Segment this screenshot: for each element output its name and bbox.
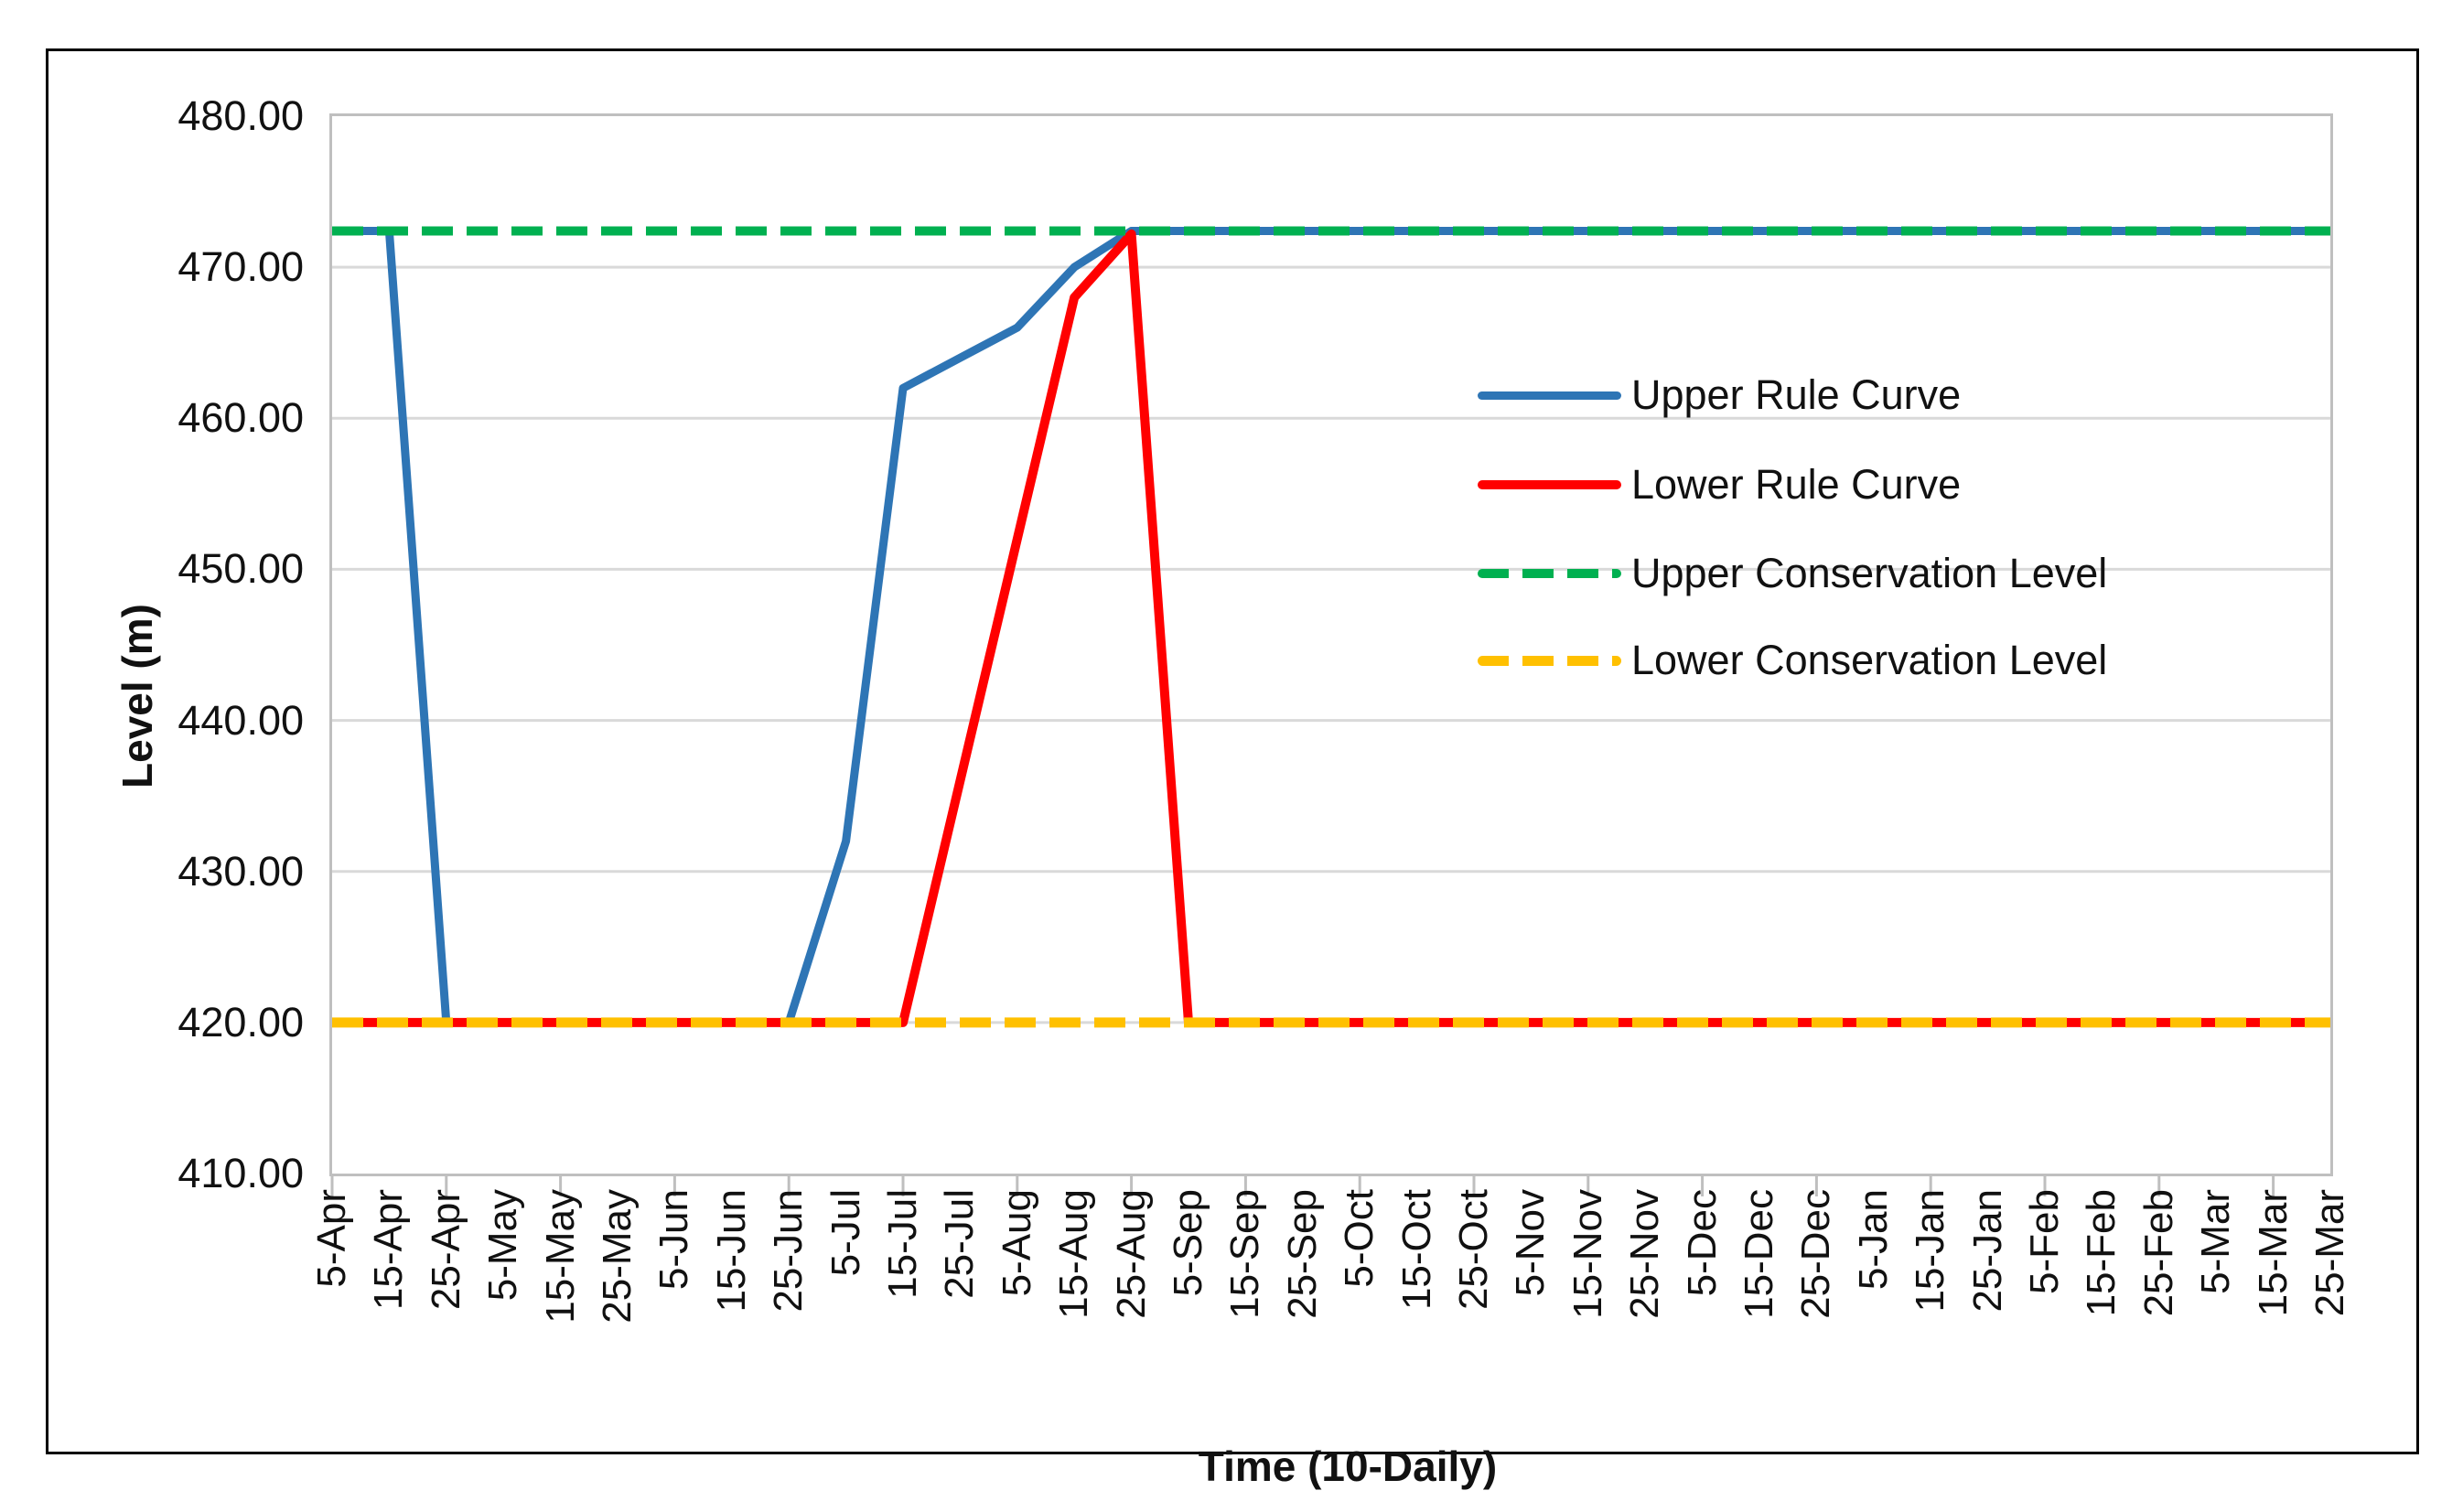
legend-item: Upper Rule Curve xyxy=(1478,371,1962,418)
legend-item: Upper Conservation Level xyxy=(1478,550,2108,596)
x-tick-label: 5-Apr xyxy=(309,1189,354,1288)
x-tick-label: 15-Sep xyxy=(1222,1189,1268,1319)
x-axis-title: Time (10-Daily) xyxy=(1198,1442,1498,1490)
x-tick-label: 25-Dec xyxy=(1793,1189,1839,1319)
legend-label: Upper Rule Curve xyxy=(1631,371,1962,418)
y-tick-label: 420.00 xyxy=(177,998,304,1046)
x-tick-label: 15-Apr xyxy=(366,1189,412,1311)
x-tick-label: 15-Nov xyxy=(1565,1189,1610,1319)
series-line-upper-rule-curve xyxy=(332,227,2330,1027)
x-tick-label: 15-Mar xyxy=(2250,1189,2296,1317)
x-tick-label: 5-Mar xyxy=(2193,1189,2239,1294)
y-tick-label: 440.00 xyxy=(177,696,304,744)
x-tick-label: 15-Dec xyxy=(1737,1189,1781,1319)
x-tick-label: 5-Oct xyxy=(1337,1189,1382,1288)
legend-label: Lower Conservation Level xyxy=(1631,637,2108,683)
x-tick-label: 25-May xyxy=(595,1189,640,1324)
x-tick-label: 25-Jan xyxy=(1964,1189,2010,1313)
x-tick-label: 15-Feb xyxy=(2079,1189,2124,1317)
x-tick-label: 25-Feb xyxy=(2135,1189,2181,1317)
legend-line-sample xyxy=(1478,480,1621,489)
y-tick-label: 450.00 xyxy=(177,545,304,593)
x-tick-label: 25-Nov xyxy=(1622,1189,1668,1319)
x-tick-label: 25-Sep xyxy=(1279,1189,1325,1319)
x-tick-label: 5-Feb xyxy=(2022,1189,2067,1294)
y-tick-label: 460.00 xyxy=(177,394,304,442)
x-tick-label: 25-Jun xyxy=(766,1189,812,1313)
y-tick-label: 410.00 xyxy=(177,1150,304,1196)
x-tick-label: 5-Aug xyxy=(994,1189,1039,1297)
y-tick-label: 430.00 xyxy=(177,847,304,895)
chart-canvas xyxy=(330,226,2330,1196)
x-tick-label: 15-May xyxy=(537,1189,583,1324)
legend-line-sample xyxy=(1478,655,1621,666)
x-tick-label: 25-Mar xyxy=(2307,1189,2352,1317)
x-tick-label: 15-Oct xyxy=(1393,1189,1439,1311)
x-tick-label: 25-Apr xyxy=(423,1189,468,1311)
plot-area xyxy=(329,113,2333,1196)
x-tick-label: 5-May xyxy=(480,1189,526,1302)
x-tick-label: 15-Jan xyxy=(1908,1189,1953,1313)
legend-item: Lower Rule Curve xyxy=(1478,461,1962,508)
x-tick-label: 25-Jul xyxy=(937,1189,983,1299)
series-line-lower-rule-curve xyxy=(332,229,2330,1027)
x-tick-label: 5-Jun xyxy=(651,1189,697,1291)
x-tick-label: 15-Aug xyxy=(1051,1189,1097,1319)
x-tick-label: 25-Aug xyxy=(1108,1189,1154,1319)
y-axis-title: Level (m) xyxy=(113,604,161,788)
x-tick-label: 25-Oct xyxy=(1451,1189,1496,1311)
x-tick-label: 5-Sep xyxy=(1166,1189,1210,1297)
x-tick-label: 15-Jul xyxy=(880,1189,925,1299)
legend-item: Lower Conservation Level xyxy=(1478,637,2108,683)
x-tick-label: 5-Jan xyxy=(1850,1189,1896,1291)
y-tick-label: 470.00 xyxy=(177,243,304,291)
x-tick-label: 15-Jun xyxy=(708,1189,754,1313)
y-tick-label: 480.00 xyxy=(177,92,304,139)
legend-line-sample xyxy=(1478,569,1621,578)
legend-label: Upper Conservation Level xyxy=(1631,550,2108,596)
legend-line-sample xyxy=(1478,391,1621,400)
x-tick-label: 5-Dec xyxy=(1679,1189,1725,1297)
x-tick-label: 5-Jul xyxy=(823,1189,868,1277)
x-tick-label: 5-Nov xyxy=(1508,1189,1554,1297)
legend-label: Lower Rule Curve xyxy=(1631,461,1962,508)
